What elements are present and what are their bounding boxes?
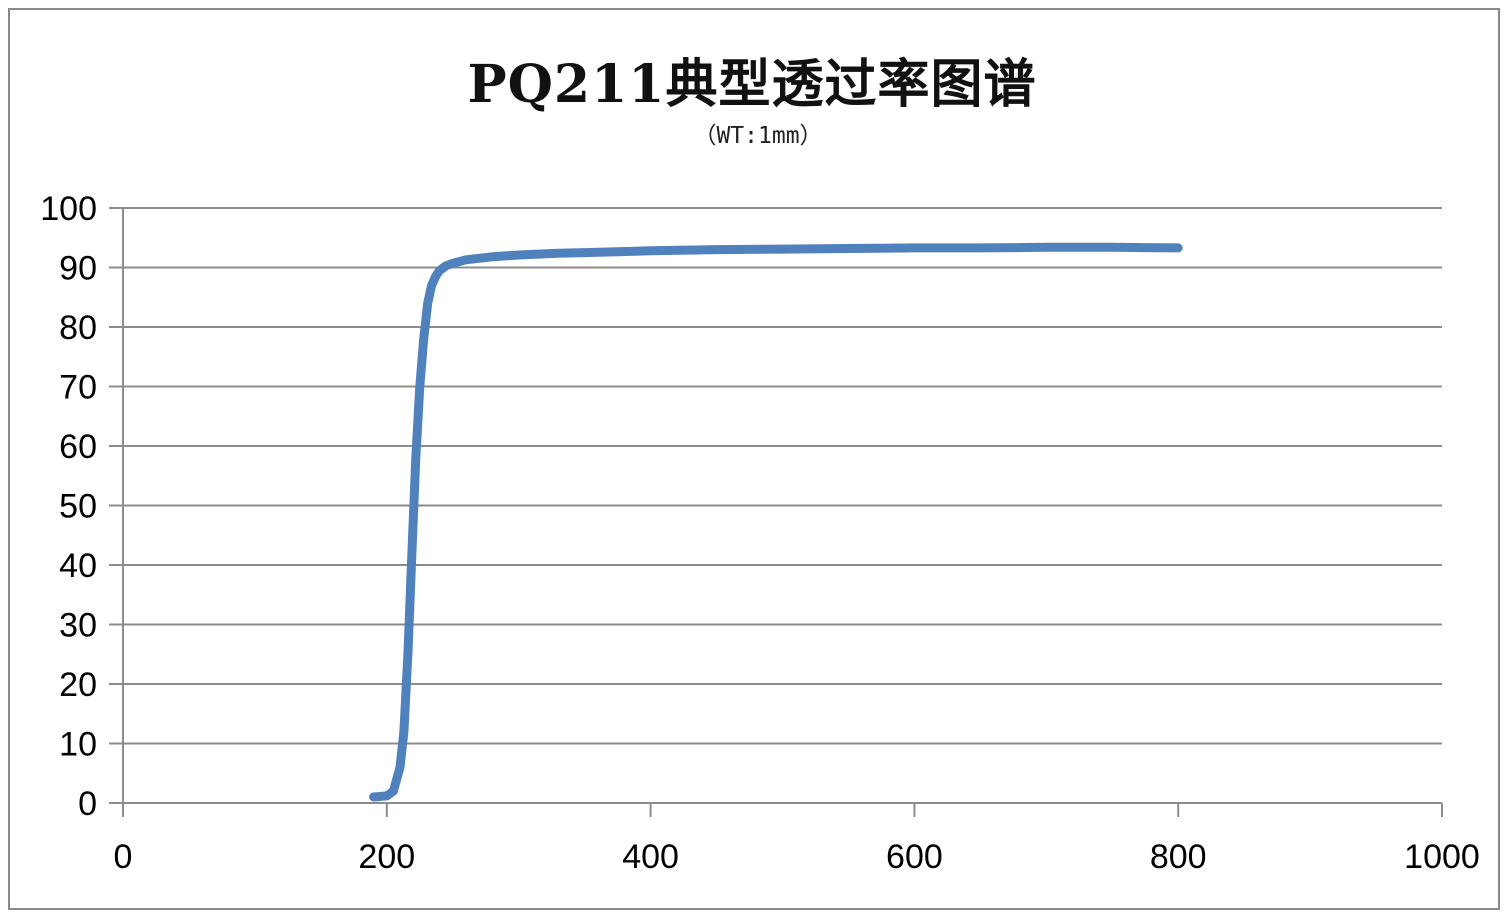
- x-tick-label: 200: [358, 838, 415, 876]
- chart-frame: [8, 8, 1500, 910]
- y-tick-label: 20: [59, 666, 97, 704]
- series-layer: [369, 242, 1183, 802]
- chart-title: PQ211典型透过率图谱: [467, 54, 1037, 115]
- y-tick-label: 50: [59, 488, 97, 526]
- y-tick-label: 100: [40, 190, 97, 228]
- x-tick-label: 1000: [1404, 838, 1480, 876]
- grid-layer: [123, 207, 1442, 745]
- y-tick-label: 60: [59, 428, 97, 466]
- y-tick-label: 80: [59, 309, 97, 347]
- axis-layer: [109, 207, 1443, 817]
- x-tick-label: 600: [886, 838, 943, 876]
- y-tick-label: 10: [59, 726, 97, 764]
- x-tick-label: 400: [622, 838, 679, 876]
- y-tick-label: 70: [59, 369, 97, 407]
- y-tick-label: 40: [59, 547, 97, 585]
- x-tick-label: 0: [114, 838, 133, 876]
- y-tick-label: 0: [78, 785, 97, 823]
- chart-subtitle: （WT:1mm）: [693, 123, 823, 149]
- x-tick-label: 800: [1150, 838, 1207, 876]
- y-tick-label: 90: [59, 250, 97, 288]
- series-line: [369, 242, 1183, 802]
- y-tick-label: 30: [59, 607, 97, 645]
